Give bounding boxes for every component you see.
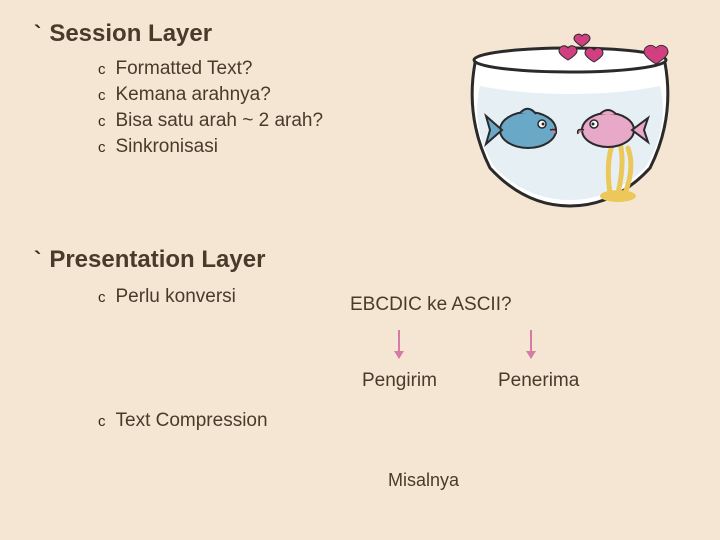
session-layer-heading: ` Session Layer	[34, 20, 323, 48]
list-item-text: Perlu konversi	[116, 286, 236, 308]
sender-label: Pengirim	[362, 370, 437, 392]
presentation-layer-section: ` Presentation Layer c Perlu konversi	[34, 246, 265, 312]
arrow-down-icon	[530, 330, 532, 358]
list-item-text: Formatted Text?	[116, 58, 253, 80]
receiver-label: Penerima	[498, 370, 579, 392]
heart-icon	[574, 34, 590, 46]
list-item-text: Text Compression	[116, 410, 268, 432]
sub-bullet-icon: c	[98, 139, 106, 156]
list-item-text: Kemana arahnya?	[116, 84, 271, 106]
main-bullet-icon: `	[34, 21, 41, 47]
list-item: c Perlu konversi	[98, 286, 265, 308]
session-layer-list: c Formatted Text? c Kemana arahnya? c Bi…	[98, 58, 323, 158]
list-item: c Text Compression	[98, 410, 268, 432]
presentation-layer-heading: ` Presentation Layer	[34, 246, 265, 274]
arrow-down-icon	[398, 330, 400, 358]
session-layer-title: Session Layer	[49, 20, 212, 48]
sub-bullet-icon: c	[98, 289, 106, 306]
conversion-question: EBCDIC ke ASCII?	[350, 294, 512, 316]
footer-note: Misalnya	[388, 470, 459, 491]
fishbowl-illustration	[450, 8, 690, 208]
list-item-text: Sinkronisasi	[116, 136, 218, 158]
list-item: c Kemana arahnya?	[98, 84, 323, 106]
list-item: c Bisa satu arah ~ 2 arah?	[98, 110, 323, 132]
sub-bullet-icon: c	[98, 61, 106, 78]
list-item: c Sinkronisasi	[98, 136, 323, 158]
sub-bullet-icon: c	[98, 413, 106, 430]
sub-bullet-icon: c	[98, 113, 106, 130]
plant-base	[600, 190, 636, 202]
main-bullet-icon: `	[34, 247, 41, 273]
presentation-layer-title: Presentation Layer	[49, 246, 265, 274]
sub-bullet-icon: c	[98, 87, 106, 104]
presentation-layer-list: c Perlu konversi	[98, 286, 265, 308]
session-layer-section: ` Session Layer c Formatted Text? c Kema…	[34, 20, 323, 162]
list-item-text: Bisa satu arah ~ 2 arah?	[116, 110, 324, 132]
list-item: c Formatted Text?	[98, 58, 323, 80]
